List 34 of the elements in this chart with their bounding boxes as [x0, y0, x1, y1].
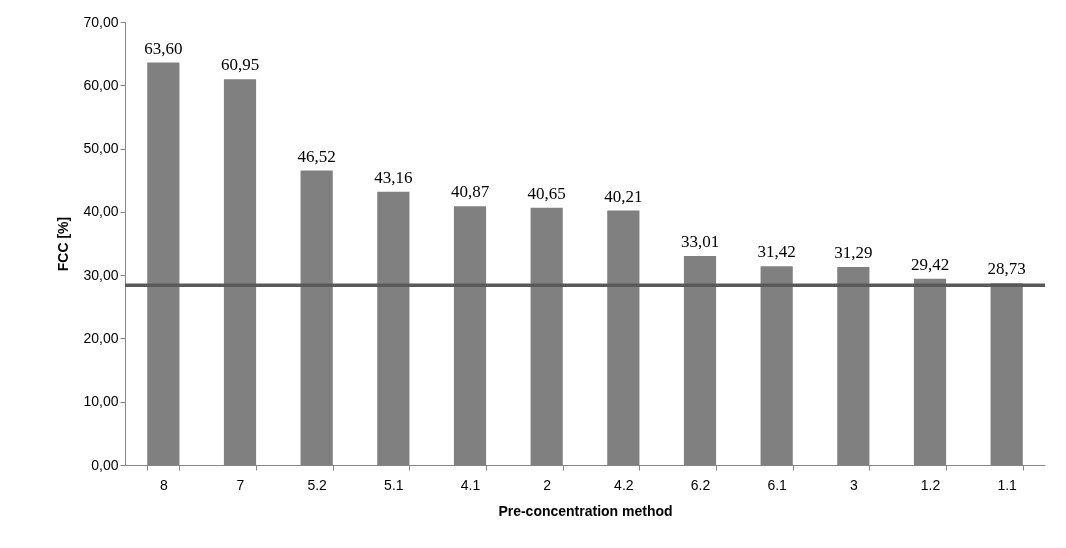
- data-label: 28,73: [987, 259, 1026, 279]
- x-axis-title: Pre-concentration method: [498, 502, 673, 519]
- y-tick-label: 40,00: [83, 203, 119, 220]
- x-tick-label: 1.1: [997, 476, 1018, 493]
- x-tick-label: 5.1: [384, 476, 404, 493]
- data-label: 63,60: [144, 38, 183, 58]
- x-tick-label: 4.1: [460, 476, 481, 493]
- x-tick-label: 6.1: [767, 476, 788, 493]
- data-label: 40,21: [604, 186, 643, 206]
- data-label: 40,87: [450, 182, 490, 202]
- x-tick-label: 4.2: [614, 476, 634, 493]
- data-label: 31,42: [757, 242, 796, 262]
- y-tick-label: 20,00: [83, 329, 119, 346]
- data-label: 29,42: [910, 254, 950, 274]
- y-tick-label: 10,00: [83, 393, 119, 410]
- x-tick-label: 1.2: [920, 476, 941, 493]
- data-label: 31,29: [834, 242, 873, 262]
- y-tick-label: 60,00: [83, 76, 119, 93]
- x-tick-label: 5.2: [307, 476, 328, 493]
- x-tick-label: 3: [849, 476, 858, 493]
- x-tick-label: 2: [543, 476, 552, 493]
- data-label: 46,52: [297, 146, 336, 166]
- y-tick-label: 30,00: [83, 266, 119, 283]
- x-tick-label: 8: [159, 476, 168, 493]
- data-label: 33,01: [680, 232, 720, 252]
- y-tick-label: 50,00: [83, 140, 119, 157]
- y-tick-label: 70,00: [83, 13, 119, 30]
- data-label: 43,16: [374, 167, 413, 187]
- x-tick-label: 7: [236, 476, 245, 493]
- y-axis-title: FCC [%]: [55, 216, 72, 272]
- data-label: 40,65: [527, 183, 566, 203]
- x-tick-label: 6.2: [690, 476, 711, 493]
- y-tick-label: 0,00: [91, 456, 119, 473]
- data-label: 60,95: [220, 55, 260, 75]
